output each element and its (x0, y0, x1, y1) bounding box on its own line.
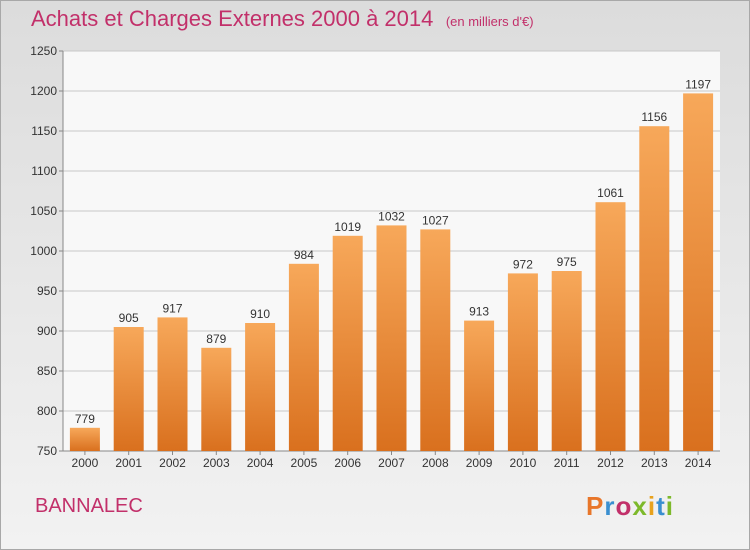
x-tick-label-2004: 2004 (247, 456, 274, 470)
x-tick-label-2006: 2006 (334, 456, 361, 470)
bar-2013 (639, 126, 670, 451)
value-label-2006: 1019 (334, 220, 361, 234)
y-tick-label: 1100 (31, 164, 57, 178)
y-tick-label: 900 (37, 324, 57, 338)
value-label-2013: 1156 (641, 110, 667, 124)
x-tick-label-2000: 2000 (72, 456, 99, 470)
y-tick-label: 1000 (30, 244, 57, 258)
bar-2010 (507, 273, 538, 451)
y-tick-label: 1200 (30, 84, 57, 98)
value-label-2002: 917 (162, 301, 182, 315)
bar-2001 (113, 327, 144, 451)
bar-2003 (201, 347, 232, 451)
y-tick-label: 1050 (30, 204, 57, 218)
bar-2014 (683, 93, 714, 452)
logo-letter: t (656, 491, 666, 521)
bar-2008 (420, 229, 451, 451)
title-row: Achats et Charges Externes 2000 à 2014 (… (31, 6, 534, 32)
x-tick-label-2001: 2001 (115, 456, 142, 470)
y-tick-label: 1250 (30, 44, 57, 58)
y-tick-label: 950 (37, 284, 57, 298)
y-tick-label: 850 (37, 364, 57, 378)
commune-name: BANNALEC (35, 495, 143, 517)
logo-letter: P (586, 491, 605, 521)
value-label-2010: 972 (513, 257, 533, 271)
logo-letter: r (604, 491, 616, 521)
bar-2009 (464, 320, 495, 451)
bar-2002 (157, 317, 188, 451)
proxiti-logo: Proxiti (586, 491, 674, 522)
bar-2005 (288, 263, 319, 451)
y-tick-label: 800 (37, 404, 57, 418)
x-tick-label-2008: 2008 (422, 456, 449, 470)
value-label-2011: 975 (557, 255, 577, 269)
logo-letter: o (615, 491, 633, 521)
value-label-2014: 1197 (685, 77, 711, 91)
bar-2007 (376, 225, 407, 451)
x-tick-label-2009: 2009 (466, 456, 493, 470)
x-tick-label-2011: 2011 (554, 456, 580, 470)
x-tick-label-2007: 2007 (378, 456, 405, 470)
value-label-2001: 905 (119, 311, 139, 325)
logo-letter: x (632, 491, 648, 521)
chart-subtitle: (en milliers d'€) (445, 14, 534, 29)
value-label-2012: 1061 (597, 186, 624, 200)
bar-2011 (551, 271, 582, 451)
logo-letter: i (647, 491, 657, 521)
y-tick-label: 750 (37, 444, 57, 458)
bar-2004 (245, 323, 276, 451)
y-tick-label: 1150 (31, 124, 57, 138)
x-tick-label-2005: 2005 (291, 456, 318, 470)
value-label-2005: 984 (294, 248, 314, 262)
x-tick-label-2014: 2014 (685, 456, 712, 470)
x-tick-label-2003: 2003 (203, 456, 230, 470)
value-label-2008: 1027 (422, 213, 449, 227)
logo-letter: i (665, 491, 674, 521)
x-tick-label-2010: 2010 (510, 456, 537, 470)
x-tick-label-2012: 2012 (597, 456, 624, 470)
value-label-2007: 1032 (378, 209, 405, 223)
bar-2000 (69, 427, 100, 451)
bar-2006 (332, 235, 363, 451)
chart-title: Achats et Charges Externes 2000 à 2014 (31, 6, 434, 31)
value-label-2000: 779 (75, 412, 95, 426)
x-tick-label-2013: 2013 (641, 456, 668, 470)
value-label-2004: 910 (250, 307, 270, 321)
value-label-2003: 879 (206, 332, 226, 346)
bar-2012 (595, 202, 626, 451)
value-label-2009: 913 (469, 305, 489, 319)
x-tick-label-2002: 2002 (159, 456, 186, 470)
